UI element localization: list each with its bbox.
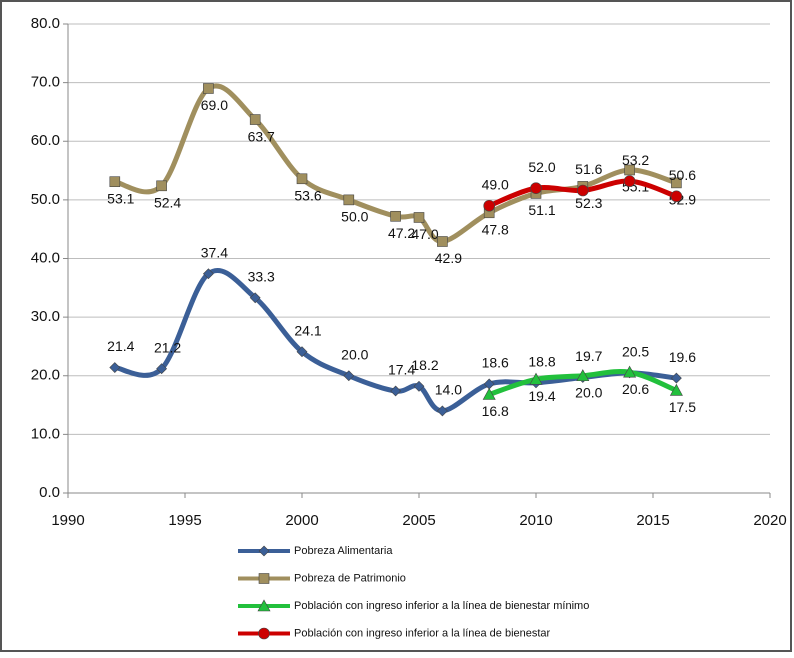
value-label: 52.0	[528, 159, 555, 175]
value-label: 42.9	[435, 250, 462, 266]
marker	[482, 387, 496, 400]
y-tick-label: 50.0	[31, 191, 60, 208]
value-label: 47.0	[411, 226, 438, 242]
y-tick-label: 10.0	[31, 425, 60, 442]
marker	[343, 194, 355, 206]
value-label: 63.7	[248, 128, 275, 144]
value-label: 33.3	[248, 268, 275, 284]
value-label: 53.1	[107, 190, 134, 206]
marker	[576, 184, 589, 197]
value-label: 19.6	[669, 349, 696, 365]
marker	[109, 176, 121, 188]
value-label: 18.2	[411, 357, 438, 373]
legend-marker	[258, 573, 270, 584]
value-label: 52.4	[154, 195, 181, 211]
marker	[437, 236, 448, 247]
x-tick-label: 2015	[636, 512, 669, 529]
marker	[296, 173, 308, 185]
marker	[529, 372, 543, 385]
marker	[202, 268, 214, 280]
marker	[623, 365, 637, 378]
y-tick-label: 30.0	[31, 308, 60, 325]
x-tick-label: 1990	[51, 512, 84, 529]
value-label: 51.1	[528, 202, 555, 218]
marker	[156, 180, 167, 192]
y-tick-label: 60.0	[31, 132, 60, 149]
x-tick-label: 2010	[519, 512, 552, 529]
x-tick-label: 2000	[285, 512, 318, 529]
marker	[483, 199, 496, 212]
marker	[623, 175, 636, 187]
marker	[624, 164, 635, 176]
value-label: 17.5	[669, 399, 696, 415]
marker	[203, 83, 214, 94]
value-label: 53.2	[622, 152, 649, 168]
value-label: 47.8	[482, 221, 509, 237]
value-label: 21.2	[154, 339, 181, 355]
value-label: 21.4	[107, 338, 134, 354]
value-label: 18.8	[528, 353, 555, 369]
y-tick-label: 40.0	[31, 249, 60, 266]
marker	[390, 385, 402, 397]
marker	[669, 383, 683, 396]
value-label: 20.6	[622, 381, 649, 397]
value-label: 20.0	[575, 384, 602, 400]
value-label: 19.7	[575, 348, 602, 364]
marker	[413, 380, 425, 392]
y-tick-label: 0.0	[39, 484, 60, 501]
y-tick-label: 80.0	[31, 15, 60, 32]
marker	[670, 372, 682, 384]
marker	[530, 182, 542, 194]
value-label: 50.0	[341, 209, 368, 225]
value-label: 17.4	[388, 362, 415, 378]
marker	[390, 210, 401, 222]
value-label: 50.6	[669, 167, 696, 183]
legend-marker	[257, 599, 271, 612]
marker	[670, 190, 683, 203]
value-label: 19.4	[528, 388, 555, 404]
value-label: 20.0	[341, 346, 368, 362]
legend-label: Pobreza de Patrimonio	[294, 572, 406, 584]
value-label: 37.4	[201, 244, 228, 260]
x-tick-label: 1995	[168, 512, 201, 529]
marker	[249, 114, 261, 125]
marker	[436, 405, 448, 417]
marker	[343, 370, 355, 382]
value-label: 51.6	[575, 161, 602, 177]
value-label: 53.6	[294, 187, 321, 203]
marker	[576, 369, 590, 382]
legend-label: Población con ingreso inferior a la líne…	[294, 600, 589, 612]
legend-label: Población con ingreso inferior a la líne…	[294, 627, 551, 639]
value-label: 52.3	[575, 195, 602, 211]
marker	[413, 212, 425, 223]
marker	[249, 292, 261, 304]
value-label: 24.1	[294, 322, 321, 338]
y-tick-label: 70.0	[31, 74, 60, 91]
value-label: 14.0	[435, 382, 462, 398]
marker	[296, 346, 308, 358]
value-label: 18.6	[482, 355, 509, 371]
value-label: 16.8	[482, 403, 509, 419]
value-label: 69.0	[201, 97, 228, 113]
x-tick-label: 2005	[402, 512, 435, 529]
value-label: 20.5	[622, 344, 649, 360]
marker	[109, 362, 121, 373]
legend-marker	[258, 545, 270, 557]
value-label: 47.2	[388, 225, 415, 241]
value-label: 49.0	[482, 176, 509, 192]
y-tick-label: 20.0	[31, 367, 60, 384]
x-tick-label: 2020	[753, 512, 786, 529]
legend-marker	[258, 627, 270, 640]
marker	[156, 363, 168, 375]
legend-label: Pobreza Alimentaria	[294, 545, 393, 557]
marker	[671, 177, 682, 189]
